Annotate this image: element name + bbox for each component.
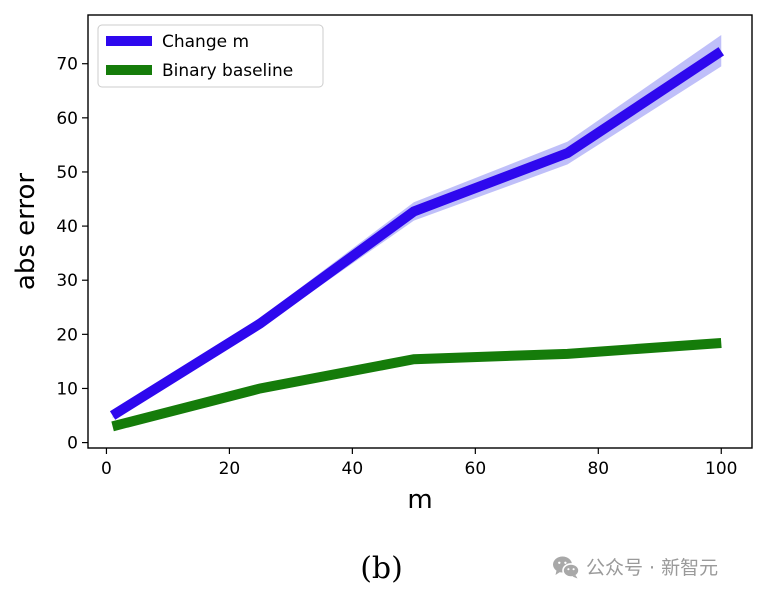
y-axis-label: abs error	[11, 173, 41, 291]
y-tick-label: 50	[56, 163, 78, 183]
axes: 0 20 40 60 80 100 0 10 20 30 40 50 60 70	[56, 14, 753, 479]
y-tick-label: 20	[56, 325, 78, 345]
figure-caption: (b)	[360, 551, 403, 586]
y-tick-label: 10	[56, 379, 78, 399]
legend-label-1: Binary baseline	[162, 61, 293, 81]
y-tick-label: 40	[56, 217, 78, 237]
watermark-text: 公众号 · 新智元	[586, 557, 719, 579]
y-tick-label: 0	[67, 434, 78, 454]
y-tick-label: 70	[56, 55, 78, 75]
series-1-line	[111, 338, 722, 432]
x-tick-label: 100	[705, 459, 737, 479]
x-tick-label: 0	[101, 459, 112, 479]
y-tick-label: 30	[56, 271, 78, 291]
x-tick-label: 40	[342, 459, 364, 479]
wechat-icon	[553, 556, 580, 578]
legend-label-0: Change m	[162, 32, 249, 52]
watermark: 公众号 · 新智元	[552, 553, 718, 580]
legend: Change m Binary baseline	[97, 24, 324, 88]
plot-frame	[87, 14, 753, 449]
y-tick-label: 60	[56, 109, 78, 129]
series-lines	[109, 47, 725, 432]
x-axis-label: m	[407, 485, 432, 515]
x-tick-label: 80	[587, 459, 609, 479]
legend-box	[97, 24, 324, 88]
series-0-line	[109, 47, 725, 420]
x-tick-label: 20	[219, 459, 241, 479]
x-tick-label: 60	[465, 459, 487, 479]
